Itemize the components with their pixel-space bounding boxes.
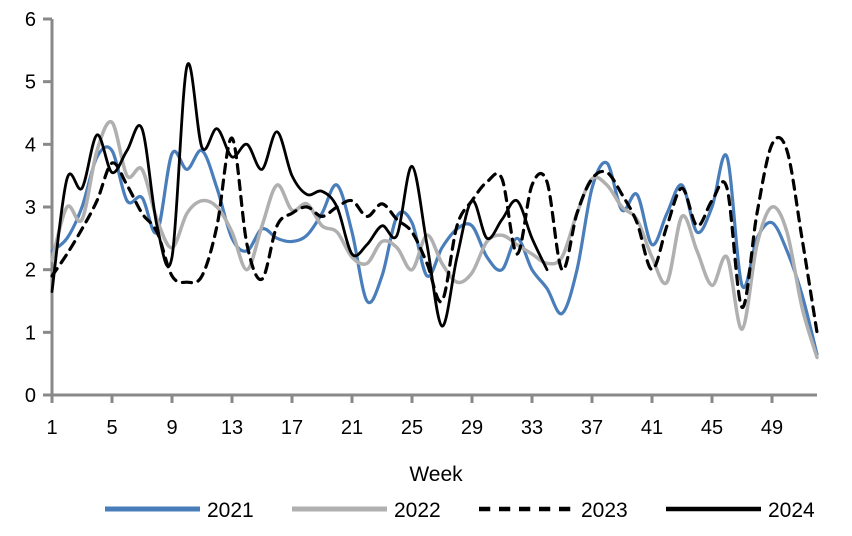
series-2023-line [50, 135, 819, 334]
y-tick-label: 2 [25, 260, 36, 282]
y-tick-label: 3 [25, 197, 36, 219]
y-axis-ticks: 0 1 2 3 4 5 6 [25, 9, 52, 407]
series-2024-line [50, 62, 549, 328]
legend-item-2021: 2021 [105, 499, 254, 522]
y-tick-label: 6 [25, 9, 36, 31]
x-tick-label: 5 [106, 417, 117, 439]
x-tick-label: 45 [701, 417, 723, 439]
legend-item-2024: 2024 [666, 499, 815, 522]
legend-label-2024: 2024 [768, 499, 815, 522]
legend-label-2021: 2021 [207, 499, 254, 522]
y-tick-label: 1 [25, 322, 36, 344]
y-tick-label: 5 [25, 72, 36, 94]
x-tick-label: 29 [461, 417, 483, 439]
legend-item-2022: 2022 [292, 499, 441, 522]
series-2022-line [50, 119, 819, 360]
plot-series [50, 62, 819, 360]
legend: 2021 2022 2023 2024 [105, 499, 815, 522]
x-tick-label: 9 [166, 417, 177, 439]
legend-label-2023: 2023 [581, 499, 628, 522]
x-axis-label: Week [409, 463, 463, 486]
x-tick-label: 37 [581, 417, 603, 439]
legend-item-2023: 2023 [479, 499, 628, 522]
y-tick-label: 4 [25, 134, 36, 156]
x-tick-label: 1 [46, 417, 57, 439]
y-tick-label: 0 [25, 385, 36, 407]
x-tick-label: 13 [221, 417, 243, 439]
x-tick-label: 25 [401, 417, 423, 439]
x-tick-label: 21 [341, 417, 363, 439]
x-tick-label: 49 [761, 417, 783, 439]
x-axis-ticks: 1 5 9 13 17 21 25 29 33 37 41 45 49 [46, 395, 783, 439]
x-tick-label: 33 [521, 417, 543, 439]
x-tick-label: 17 [281, 417, 303, 439]
legend-label-2022: 2022 [394, 499, 441, 522]
x-tick-label: 41 [641, 417, 663, 439]
